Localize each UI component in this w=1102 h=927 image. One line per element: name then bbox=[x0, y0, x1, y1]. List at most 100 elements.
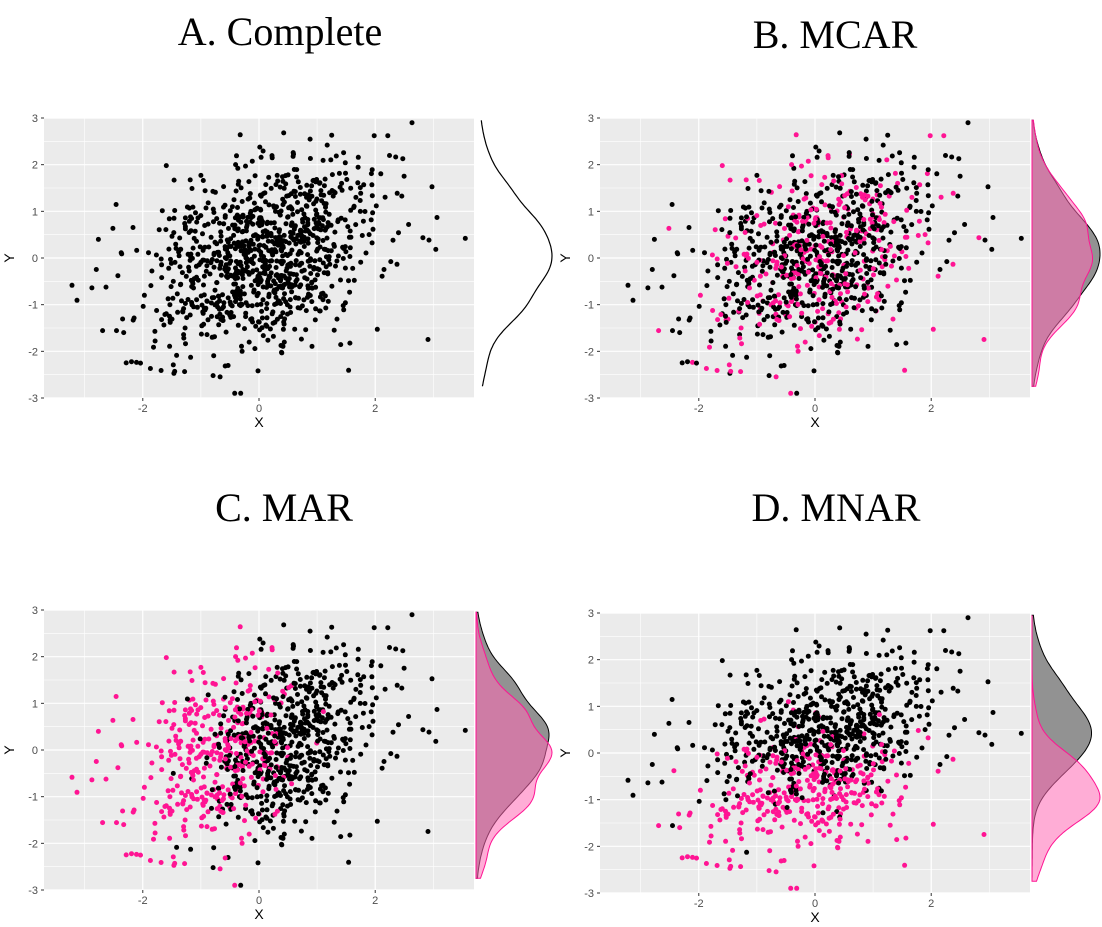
observed-point bbox=[927, 227, 932, 232]
observed-point bbox=[270, 745, 275, 750]
observed-point bbox=[919, 209, 924, 214]
y-tick-label: 3 bbox=[588, 113, 594, 125]
observed-point bbox=[865, 678, 870, 683]
observed-point bbox=[722, 761, 727, 766]
x-tick-label: 2 bbox=[928, 403, 934, 415]
observed-point bbox=[858, 244, 863, 249]
observed-point bbox=[797, 276, 802, 281]
missing-point bbox=[801, 256, 806, 261]
observed-point bbox=[100, 328, 105, 333]
observed-point bbox=[350, 266, 355, 271]
observed-point bbox=[260, 316, 265, 321]
observed-point bbox=[903, 341, 908, 346]
observed-point bbox=[779, 698, 784, 703]
observed-point bbox=[184, 315, 189, 320]
observed-point bbox=[894, 680, 899, 685]
missing-point bbox=[715, 317, 720, 322]
observed-point bbox=[727, 725, 732, 730]
observed-point bbox=[835, 743, 840, 748]
observed-point bbox=[270, 801, 275, 806]
observed-point bbox=[347, 290, 352, 295]
observed-point bbox=[244, 228, 249, 233]
observed-point bbox=[375, 327, 380, 332]
observed-point bbox=[852, 296, 857, 301]
observed-point bbox=[751, 305, 756, 310]
missing-point bbox=[178, 774, 183, 779]
observed-point bbox=[757, 673, 762, 678]
observed-point bbox=[833, 722, 838, 727]
observed-point bbox=[190, 186, 195, 191]
missing-point bbox=[163, 719, 168, 724]
observed-point bbox=[870, 212, 875, 217]
missing-point bbox=[245, 748, 250, 753]
observed-point bbox=[258, 250, 263, 255]
observed-point bbox=[341, 303, 346, 308]
observed-point bbox=[864, 271, 869, 276]
missing-point bbox=[202, 766, 207, 771]
observed-point bbox=[335, 317, 340, 322]
observed-point bbox=[335, 219, 340, 224]
observed-point bbox=[797, 771, 802, 776]
y-tick-label: 1 bbox=[588, 701, 594, 713]
observed-point bbox=[894, 342, 899, 347]
observed-point bbox=[794, 391, 799, 396]
observed-point bbox=[825, 681, 830, 686]
missing-point bbox=[166, 758, 171, 763]
observed-point bbox=[269, 186, 274, 191]
missing-point bbox=[253, 816, 258, 821]
missing-point bbox=[201, 814, 206, 819]
observed-point bbox=[288, 789, 293, 794]
observed-point bbox=[378, 663, 383, 668]
missing-point bbox=[926, 735, 931, 740]
missing-point bbox=[266, 667, 271, 672]
missing-point bbox=[862, 787, 867, 792]
observed-point bbox=[1019, 236, 1024, 241]
observed-point bbox=[835, 343, 840, 348]
observed-point bbox=[343, 266, 348, 271]
observed-point bbox=[163, 227, 168, 232]
observed-point bbox=[307, 197, 312, 202]
observed-point bbox=[885, 133, 890, 138]
missing-point bbox=[762, 222, 767, 227]
missing-point bbox=[718, 312, 723, 317]
observed-point bbox=[861, 747, 866, 752]
observed-point bbox=[854, 261, 859, 266]
missing-point bbox=[717, 818, 722, 823]
observed-point bbox=[272, 242, 277, 247]
observed-point bbox=[356, 647, 361, 652]
y-tick-label: 2 bbox=[32, 160, 38, 172]
missing-point bbox=[242, 818, 247, 823]
observed-point bbox=[162, 312, 167, 317]
observed-point bbox=[229, 310, 234, 315]
missing-point bbox=[656, 328, 661, 333]
observed-point bbox=[770, 216, 775, 221]
observed-point bbox=[154, 308, 159, 313]
observed-point bbox=[925, 677, 930, 682]
observed-point bbox=[837, 625, 842, 630]
observed-point bbox=[281, 694, 286, 699]
observed-point bbox=[837, 296, 842, 301]
observed-point bbox=[193, 229, 198, 234]
observed-point bbox=[893, 666, 898, 671]
missing-point bbox=[856, 303, 861, 308]
observed-point bbox=[727, 230, 732, 235]
missing-point bbox=[828, 797, 833, 802]
observed-point bbox=[835, 261, 840, 266]
observed-point bbox=[789, 266, 794, 271]
observed-point bbox=[259, 647, 264, 652]
missing-point bbox=[873, 803, 878, 808]
observed-point bbox=[258, 207, 263, 212]
missing-point bbox=[903, 836, 908, 841]
observed-point bbox=[856, 217, 861, 222]
observed-point bbox=[364, 743, 369, 748]
missing-point bbox=[704, 861, 709, 866]
observed-point bbox=[774, 229, 779, 234]
missing-point bbox=[162, 804, 167, 809]
observed-point bbox=[308, 748, 313, 753]
observed-point bbox=[247, 196, 252, 201]
missing-point bbox=[855, 337, 860, 342]
missing-point bbox=[837, 791, 842, 796]
observed-point bbox=[914, 680, 919, 685]
observed-point bbox=[200, 231, 205, 236]
observed-point bbox=[744, 850, 749, 855]
